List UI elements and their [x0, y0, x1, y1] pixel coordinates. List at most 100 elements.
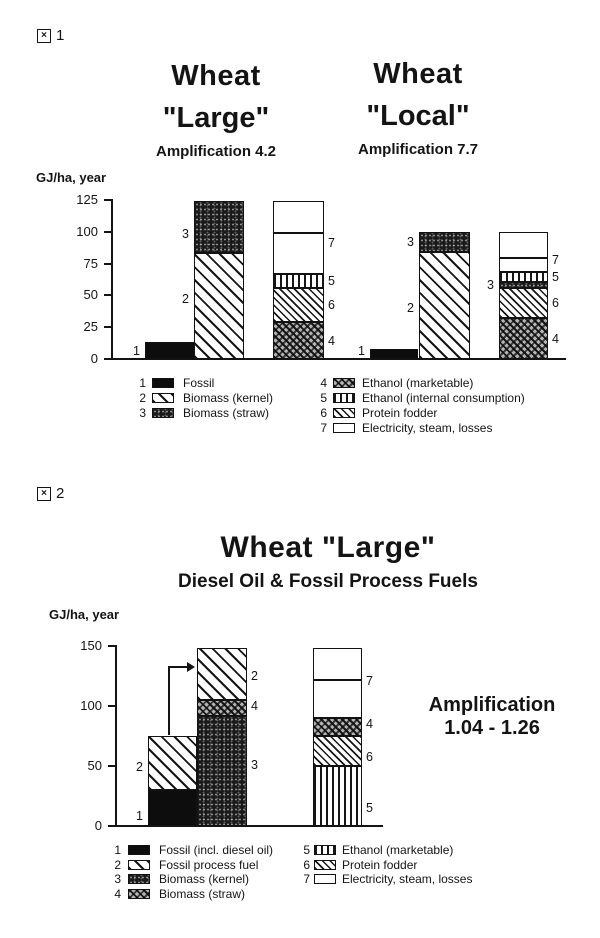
legend-swatch: [128, 859, 150, 870]
chart-title-local-quoted: "Local": [366, 100, 470, 132]
bar-segment: [197, 700, 247, 716]
legend-item-number: 5: [303, 843, 310, 857]
bar-segment-label: 4: [366, 717, 373, 731]
chart-title-wheat-large: Wheat: [171, 60, 261, 92]
bar-segment: [313, 648, 362, 680]
bar-segment: [273, 233, 324, 274]
legend-swatch: [128, 845, 150, 855]
bar-segment-label: 2: [251, 669, 258, 683]
figure1-label: × 1: [37, 27, 64, 44]
legend-item-number: 4: [114, 886, 121, 901]
legend-item-label: Biomass (straw): [159, 886, 246, 901]
bar-segment: [499, 257, 548, 272]
bar-segment-label: 3: [487, 278, 494, 293]
bar-segment: [499, 282, 548, 288]
legend-item-label: Fossil (incl. diesel oil): [159, 843, 274, 857]
bar-segment: [499, 231, 548, 258]
figure1-y-axis-unit-label: GJ/ha, year: [36, 170, 107, 185]
legend-item-number: 1: [114, 843, 121, 857]
legend-swatch: [314, 859, 336, 870]
bar-segment: [499, 271, 548, 283]
legend-item-number: 6: [303, 857, 310, 872]
y-axis-tick: [108, 705, 117, 707]
figure1-large-title-block: Wheat "Large" Amplification 4.2: [116, 60, 316, 160]
figure1-number: 1: [56, 27, 65, 44]
legend-item-label: Ethanol (internal consumption): [362, 391, 525, 405]
legend-item-label: Protein fodder: [342, 857, 418, 872]
legend-swatch: [152, 408, 174, 418]
legend-item-label: Ethanol (marketable): [342, 843, 454, 857]
legend-item-label: Electricity, steam, losses: [342, 872, 473, 886]
bar-segment: [273, 201, 324, 234]
amplification-note-line2: 1.04 - 1.26: [444, 717, 540, 739]
legend-item-number: 2: [114, 857, 121, 872]
amplification-subtitle-local: Amplification 7.7: [357, 141, 479, 158]
bar-segment: [197, 648, 247, 700]
bar-segment-label: 4: [328, 333, 335, 348]
arrow-line-vertical: [168, 666, 170, 735]
bar-segment-label: 4: [251, 699, 258, 713]
legend-swatch: [152, 378, 174, 388]
figure2-y-axis-unit-label: GJ/ha, year: [49, 607, 120, 622]
chart-title-wheat-local: Wheat: [373, 58, 463, 90]
bar-segment-label: 6: [552, 296, 559, 311]
legend-swatch: [128, 874, 150, 884]
amplification-note-line1: Amplification: [428, 694, 556, 716]
figure2-title-block: Wheat "Large" Diesel Oil & Fossil Proces…: [148, 531, 508, 593]
bar-segment-label: 2: [407, 301, 414, 316]
legend-item-label: Electricity, steam, losses: [362, 421, 493, 435]
y-axis-tick: [108, 645, 117, 647]
y-axis-tick-label: 50: [87, 758, 102, 773]
figure2-label: × 2: [37, 485, 64, 502]
bar-segment-label: 5: [366, 801, 373, 815]
legend-item-number: 7: [303, 872, 310, 886]
bar-segment: [419, 252, 470, 359]
figure1-local-title-block: Wheat "Local" Amplification 7.7: [318, 58, 518, 158]
legend-swatch: [333, 408, 355, 418]
bar-segment-label: 7: [366, 673, 373, 688]
bar-segment: [313, 679, 362, 718]
bar-segment-label: 1: [358, 344, 365, 359]
figure2-amplification-note: Amplification 1.04 - 1.26: [402, 694, 582, 740]
legend-item-number: 7: [320, 421, 327, 435]
x-axis-baseline: [115, 825, 383, 827]
y-axis-tick-label: 100: [76, 223, 98, 239]
bar-segment-label: 7: [328, 235, 335, 250]
legend-item-label: Ethanol (marketable): [362, 376, 474, 390]
y-axis-tick: [104, 294, 113, 297]
y-axis-tick-label: 25: [83, 319, 98, 335]
figure2-number: 2: [56, 485, 65, 502]
y-axis-tick-label: 150: [80, 638, 102, 653]
legend-swatch: [333, 423, 355, 433]
legend-item-number: 6: [320, 406, 327, 420]
y-axis: [111, 199, 113, 360]
bar-segment: [273, 287, 324, 323]
bar-segment: [313, 736, 362, 766]
bar-segment: [273, 273, 324, 288]
legend-item-label: Fossil: [183, 376, 215, 390]
bar-segment: [499, 287, 548, 319]
y-axis-tick-label: 0: [94, 818, 102, 833]
legend-swatch: [128, 888, 150, 899]
y-axis-tick-label: 100: [80, 698, 102, 713]
bar-segment-label: 1: [136, 808, 143, 823]
bar-segment: [370, 348, 418, 359]
bar-segment: [194, 201, 244, 254]
bar-segment: [313, 766, 362, 826]
bar-segment-label: 1: [133, 343, 140, 358]
bar-segment: [148, 790, 197, 826]
legend-swatch: [314, 874, 336, 884]
y-axis: [115, 645, 117, 827]
y-axis-tick: [104, 326, 113, 329]
bar-segment-label: 5: [328, 273, 335, 288]
bar-segment-label: 7: [552, 252, 559, 267]
bar-segment: [194, 253, 244, 359]
bar-segment-label: 6: [366, 750, 373, 764]
chart-title-large-quoted: "Large": [162, 102, 270, 134]
zu-kanji-icon: ×: [37, 28, 51, 43]
bar-segment-label: 3: [182, 226, 189, 241]
bar-segment: [313, 718, 362, 736]
y-axis-tick-label: 0: [90, 351, 98, 366]
bar-segment-label: 2: [182, 292, 189, 307]
